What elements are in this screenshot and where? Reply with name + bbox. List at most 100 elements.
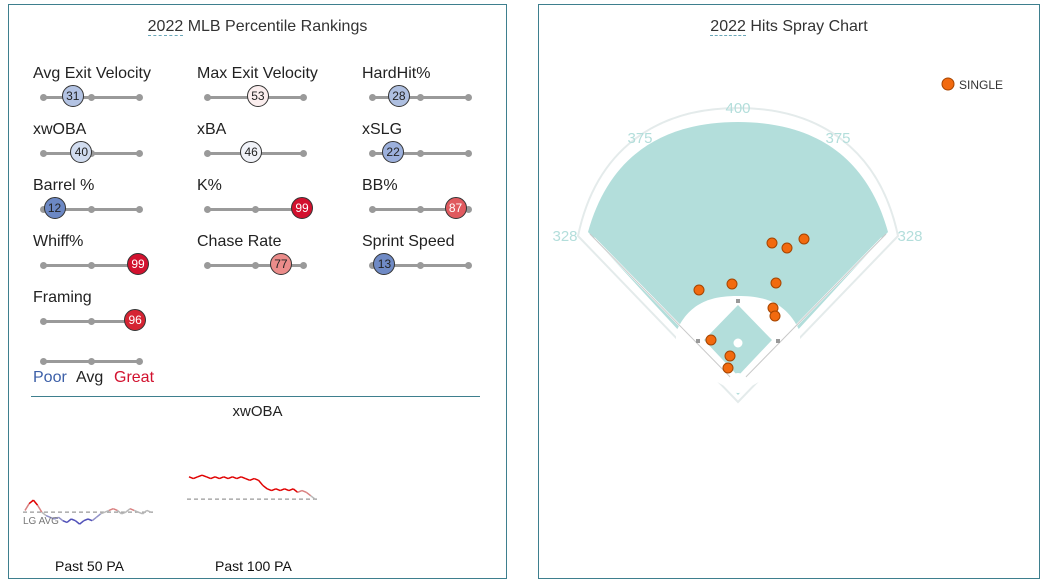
spark-segment (271, 488, 277, 492)
spark-segment (297, 489, 303, 493)
spark-segment (24, 503, 30, 511)
track-dot (136, 206, 143, 213)
track-dot (465, 150, 472, 157)
metric-barrel-: Barrel % 12 (33, 177, 183, 227)
percentile-bubble: 31 (61, 85, 84, 107)
spark-segment (236, 476, 242, 480)
legend-avg: Avg (76, 369, 104, 386)
spark-segment (62, 520, 68, 524)
spark-segment (219, 476, 225, 480)
spark-segment (262, 484, 268, 490)
percentile-bubble: 28 (387, 85, 410, 107)
spark-segment (79, 520, 85, 525)
spray-panel-title: 2022 Hits Spray Chart (539, 18, 1039, 36)
percentile-panel-title: 2022 MLB Percentile Rankings (9, 18, 506, 36)
percentile-bubble: 53 (246, 85, 269, 107)
spark-segment (83, 518, 89, 522)
spark-segment (125, 508, 131, 513)
spark-segment (138, 511, 143, 515)
track-dot (369, 206, 376, 213)
spark-segment (74, 520, 81, 525)
metric-avg-exit-velocity: Avg Exit Velocity 31 (33, 65, 183, 115)
track-dot (88, 262, 95, 269)
spark-segment (133, 509, 139, 513)
spark-segment (253, 477, 259, 481)
hit-point-single[interactable] (724, 350, 736, 362)
spark-segment (232, 476, 238, 480)
track-dot (204, 262, 211, 269)
hit-point-single[interactable] (722, 362, 734, 374)
pitchers-mound (732, 337, 744, 349)
warning-track (576, 106, 900, 404)
metric-label: Framing (33, 289, 92, 306)
track-dot (417, 94, 424, 101)
spark-segment (32, 499, 39, 506)
percentile-bubble: 96 (124, 309, 147, 331)
hit-point-single[interactable] (770, 277, 782, 289)
left-foul-line-outline (589, 233, 739, 386)
hit-point-single[interactable] (781, 242, 793, 254)
track-dot (417, 262, 424, 269)
track-dot (40, 318, 47, 325)
title-text: MLB Percentile Rankings (183, 18, 368, 35)
hit-point-single[interactable] (798, 233, 810, 245)
track-dot (136, 150, 143, 157)
lg-avg-label: LG AVG (23, 516, 59, 527)
spark-segment (104, 509, 110, 513)
spark-segment (227, 476, 233, 480)
outfield-grass (588, 122, 888, 395)
hit-point-single[interactable] (769, 310, 781, 322)
hit-point-single[interactable] (766, 237, 778, 249)
distance-center: 400 (725, 100, 750, 117)
percentile-bubble: 99 (127, 253, 150, 275)
spark-segment (275, 488, 281, 492)
metric-chase-rate: Chase Rate 77 (197, 233, 347, 283)
distance-right-center: 375 (825, 130, 850, 147)
second-base (736, 299, 740, 303)
spark-segment (70, 518, 76, 522)
spark-segment (305, 491, 312, 497)
spark-segment (193, 476, 198, 480)
sparkline-past-100 (187, 474, 317, 500)
spark-segment (279, 488, 285, 492)
third-base (696, 339, 700, 343)
percentile-bubble: 77 (269, 253, 292, 275)
legend-single-label: SINGLE (959, 78, 1003, 92)
hit-point-single[interactable] (693, 284, 705, 296)
title-year[interactable]: 2022 (147, 18, 184, 36)
track-dot (369, 262, 376, 269)
track-dot (204, 94, 211, 101)
hit-point-single[interactable] (705, 334, 717, 346)
legend-single-marker (941, 77, 955, 91)
spark-segment (54, 516, 59, 520)
track-dot (136, 94, 143, 101)
spray-title-text: Hits Spray Chart (745, 18, 868, 35)
metric-label: xwOBA (33, 121, 87, 138)
spark-segment (129, 508, 135, 512)
track-dot (417, 150, 424, 157)
spark-segment (45, 514, 51, 518)
hit-point-single[interactable] (726, 278, 738, 290)
track-dot (465, 94, 472, 101)
legend-great: Great (114, 369, 155, 386)
spark-segment (249, 477, 255, 481)
spray-title-year[interactable]: 2022 (710, 18, 746, 36)
spark-segment (257, 479, 264, 486)
metric-bb-: BB% 87 (362, 177, 512, 227)
track-dot (465, 262, 472, 269)
spark-segment (292, 488, 299, 493)
home-plate-area (728, 373, 748, 393)
hit-points (693, 233, 810, 374)
scale-legend (33, 334, 183, 384)
section-divider (31, 396, 480, 397)
percentile-rankings-panel: 2022 MLB Percentile Rankings Avg Exit Ve… (8, 4, 507, 579)
spark-segment (95, 513, 102, 518)
track-dot (300, 94, 307, 101)
spark-segment (240, 476, 246, 480)
metric-label: Max Exit Velocity (197, 65, 318, 82)
percentile-bubble: 12 (43, 197, 66, 219)
metric-label: HardHit% (362, 65, 431, 82)
metric-label: Sprint Speed (362, 233, 455, 250)
metric-hardhit-: HardHit% 28 (362, 65, 512, 115)
